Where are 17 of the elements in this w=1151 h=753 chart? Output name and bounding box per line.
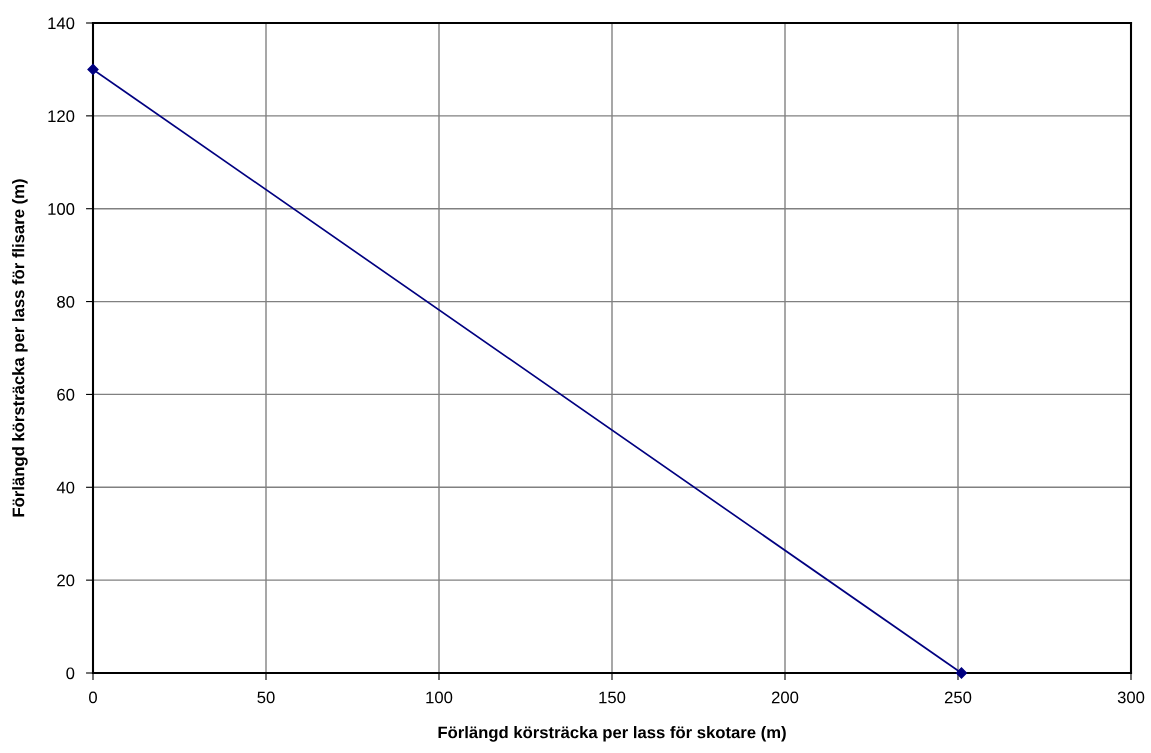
y-tick-label: 140 (48, 17, 75, 30)
y-axis-title: Förlängd körsträcka per lass för flisare (m) (12, 179, 28, 517)
x-axis-title: Förlängd körsträcka per lass för skotare (m) (438, 726, 786, 742)
y-tick-label: 0 (66, 667, 75, 680)
x-tick-label: 250 (944, 691, 972, 704)
y-tick-label: 20 (57, 574, 75, 587)
y-tick-label: 40 (56, 481, 75, 494)
y-tick-label: 120 (48, 110, 75, 123)
y-tick-label: 60 (57, 388, 75, 401)
x-tick-label: 300 (1117, 691, 1145, 704)
x-tick-label: 200 (771, 691, 799, 704)
y-tick-label: 80 (57, 295, 75, 308)
x-tick-label: 0 (89, 691, 97, 704)
x-tick-label: 100 (426, 691, 453, 704)
y-tick-label: 100 (48, 203, 75, 215)
x-tick-label: 150 (599, 691, 626, 704)
x-tick-label: 50 (257, 691, 275, 704)
